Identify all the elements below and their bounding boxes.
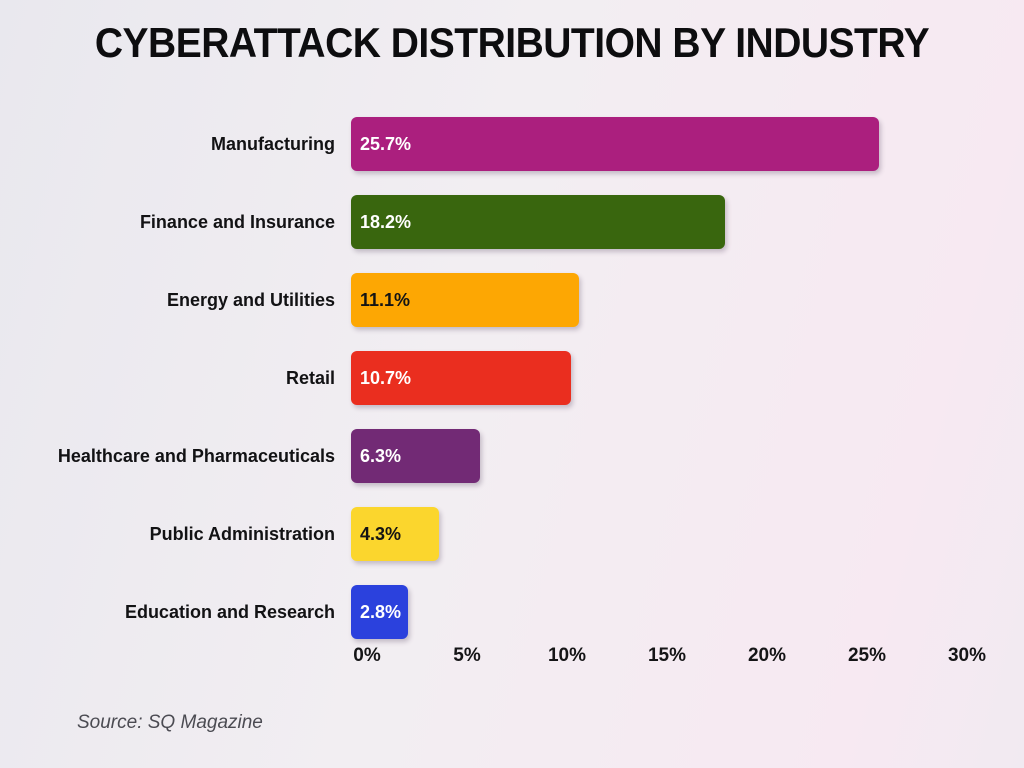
category-label: Manufacturing [211, 133, 335, 154]
x-axis: 0% 5% 10% 15% 20% 25% 30% [353, 645, 986, 675]
bar-track: 4.3% [351, 507, 967, 561]
bar-track: 10.7% [351, 351, 967, 405]
bar: 10.7% [351, 351, 571, 405]
bar-chart: Manufacturing 25.7% Finance and Insurance 1… [0, 117, 1024, 663]
bar: 6.3% [351, 429, 481, 483]
x-axis-tick: 5% [453, 645, 481, 666]
bar-row: Healthcare and Pharmaceuticals 6.3% [0, 429, 1024, 483]
category-label: Education and Research [124, 601, 335, 622]
bar-value-label: 18.2% [360, 211, 412, 232]
bar-track: 2.8% [351, 585, 967, 639]
bar-value-label: 10.7% [360, 367, 412, 388]
bar-value-label: 4.3% [360, 523, 402, 544]
bar-row: Retail 10.7% [0, 351, 1024, 405]
bar: 11.1% [351, 273, 579, 327]
bar: 2.8% [351, 585, 409, 639]
category-label: Public Administration [149, 523, 335, 544]
bar-row: Public Administration 4.3% [0, 507, 1024, 561]
bar-value-label: 25.7% [360, 133, 412, 154]
bar-value-label: 11.1% [360, 289, 411, 310]
bar-value-label: 6.3% [360, 445, 402, 466]
bar-track: 25.7% [351, 117, 967, 171]
x-axis-tick: 10% [547, 645, 587, 666]
source-caption: Source: SQ Magazine [77, 712, 263, 733]
bar-track: 11.1% [351, 273, 967, 327]
bar: 25.7% [351, 117, 879, 171]
category-label: Finance and Insurance [139, 211, 335, 232]
bar-row: Education and Research 2.8% [0, 585, 1024, 639]
bar-value-label: 2.8% [360, 601, 402, 622]
x-axis-tick: 0% [353, 645, 381, 666]
bar-track: 18.2% [351, 195, 967, 249]
x-axis-tick: 20% [747, 645, 787, 666]
x-axis-tick: 15% [647, 645, 687, 666]
bar-row: Energy and Utilities 11.1% [0, 273, 1024, 327]
category-label: Energy and Utilities [166, 289, 335, 310]
bar-row: Finance and Insurance 18.2% [0, 195, 1024, 249]
bar-row: Manufacturing 25.7% [0, 117, 1024, 171]
bar: 4.3% [351, 507, 440, 561]
category-label: Healthcare and Pharmaceuticals [57, 445, 335, 466]
x-axis-tick: 25% [847, 645, 887, 666]
chart-title: CYBERATTACK DISTRIBUTION BY INDUSTRY [94, 20, 930, 67]
category-label: Retail [285, 367, 335, 388]
x-axis-tick: 30% [947, 645, 987, 666]
bar-track: 6.3% [351, 429, 967, 483]
bar: 18.2% [351, 195, 725, 249]
